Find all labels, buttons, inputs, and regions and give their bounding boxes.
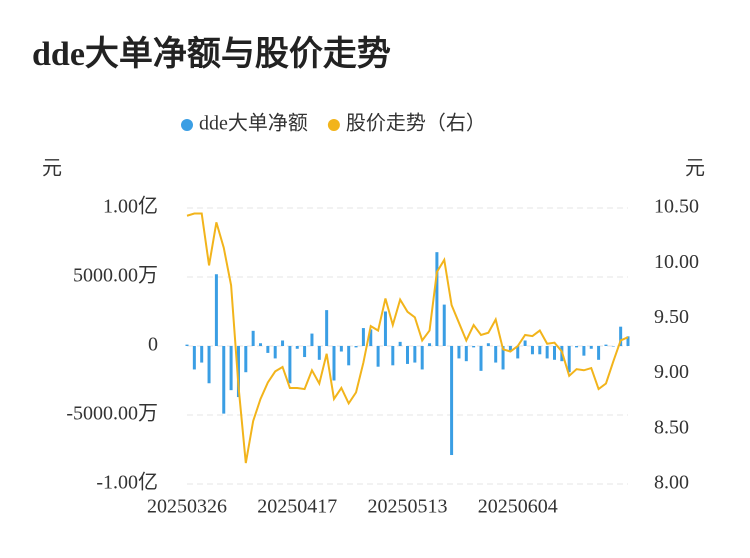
- bar: [185, 344, 189, 346]
- bar: [435, 252, 439, 346]
- bar: [589, 346, 593, 349]
- bar: [214, 274, 218, 346]
- bar: [597, 346, 601, 360]
- bar: [450, 346, 454, 456]
- x-tick-label: 20250513: [368, 496, 448, 518]
- bar: [530, 346, 534, 355]
- bar: [619, 326, 623, 346]
- bar: [420, 346, 424, 370]
- y-tick-label: 0: [148, 334, 158, 356]
- bar: [442, 304, 446, 346]
- price-line: [186, 212, 629, 464]
- bar: [295, 346, 299, 349]
- legend-label: dde大单净额: [199, 112, 308, 135]
- bar: [582, 346, 586, 356]
- bar: [457, 346, 461, 359]
- y-tick-label: 1.00亿: [103, 195, 158, 218]
- bar: [361, 328, 365, 346]
- bar: [501, 346, 505, 370]
- bar: [472, 346, 476, 348]
- y-tick-label: -1.00亿: [96, 471, 158, 494]
- x-tick-label: 20250417: [257, 496, 337, 518]
- bar: [413, 346, 417, 363]
- bar: [207, 346, 211, 384]
- bar: [251, 330, 255, 346]
- bar: [303, 346, 307, 358]
- bar: [611, 346, 615, 347]
- y-tick-label: -5000.00万: [66, 403, 158, 425]
- x-tick-label: 20250604: [478, 496, 558, 518]
- bar: [347, 346, 351, 366]
- bar: [494, 346, 498, 363]
- y2-tick-label: 9.50: [654, 306, 689, 328]
- bar: [288, 346, 292, 384]
- y2-tick-label: 8.00: [654, 472, 689, 494]
- bar: [545, 346, 549, 359]
- bar: [567, 346, 571, 373]
- bar: [553, 346, 556, 360]
- bar: [332, 346, 336, 381]
- bar: [244, 346, 248, 373]
- bar: [486, 343, 490, 346]
- bar: [192, 346, 196, 370]
- y2-tick-label: 10.00: [654, 251, 699, 273]
- y-tick-label: 5000.00万: [73, 265, 158, 287]
- bar: [464, 346, 468, 362]
- bar: [604, 344, 608, 346]
- bar: [229, 346, 233, 391]
- bar: [398, 341, 402, 346]
- x-tick-label: 20250326: [147, 496, 227, 518]
- bar: [339, 346, 343, 352]
- bar: [259, 343, 262, 346]
- y2-axis-label: 元: [685, 158, 705, 180]
- legend-label: 股价走势（右）: [346, 112, 486, 135]
- bar: [479, 346, 483, 371]
- legend-marker: [181, 119, 193, 131]
- bar: [383, 311, 387, 346]
- bar: [354, 346, 358, 348]
- bar: [523, 340, 527, 346]
- y-axis-label: 元: [42, 158, 62, 180]
- y2-tick-label: 9.00: [654, 361, 689, 383]
- bar: [538, 346, 542, 355]
- legend-marker: [327, 119, 340, 131]
- bar: [266, 346, 270, 353]
- bar: [516, 346, 520, 359]
- bar: [428, 343, 432, 346]
- y2-tick-label: 10.50: [654, 196, 699, 218]
- chart-title: dde大单净额与股价走势: [32, 35, 391, 73]
- bar: [273, 346, 277, 359]
- bar: [391, 346, 395, 366]
- bar: [281, 340, 285, 346]
- bar: [317, 346, 321, 360]
- bar: [626, 336, 630, 346]
- bar: [575, 346, 579, 348]
- bar: [406, 346, 409, 364]
- bar: [508, 346, 512, 352]
- bar: [369, 329, 373, 346]
- y2-tick-label: 8.50: [654, 416, 689, 438]
- bar: [310, 333, 314, 346]
- bar: [236, 346, 240, 398]
- bar: [376, 346, 380, 367]
- bar: [325, 310, 329, 346]
- bar: [200, 346, 204, 363]
- bar: [222, 346, 226, 414]
